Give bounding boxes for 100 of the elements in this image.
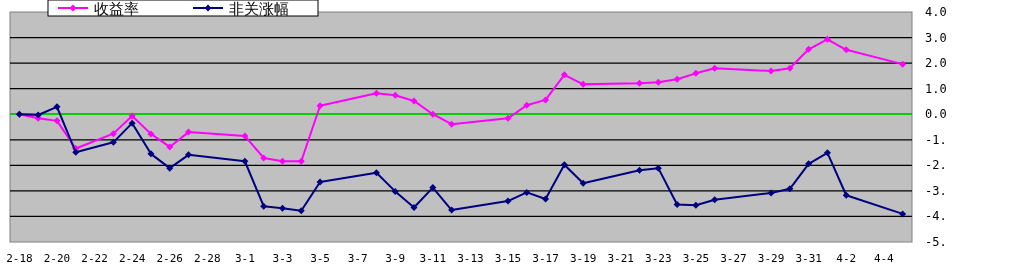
point	[692, 69, 700, 77]
point	[72, 148, 80, 156]
x-tick-label: 3-21	[607, 252, 634, 265]
x-tick-label: 3-19	[569, 252, 597, 265]
point	[711, 64, 719, 72]
point	[823, 35, 831, 43]
y-tick-label: 0.0	[925, 107, 947, 122]
point	[260, 154, 268, 162]
point	[260, 202, 268, 210]
x-tick-label: 2-28	[194, 252, 221, 265]
point	[372, 169, 380, 177]
y-tick-label: 3.0	[925, 30, 947, 45]
x-tick-label: 3-25	[682, 252, 710, 265]
point	[767, 189, 775, 197]
point	[128, 119, 136, 127]
x-tick-label: 3-27	[720, 252, 747, 265]
x-tick-label: 2-24	[118, 252, 146, 265]
point	[523, 188, 531, 196]
point	[542, 96, 550, 104]
point	[560, 71, 568, 79]
x-tick-label: 3-1	[234, 252, 255, 265]
point	[899, 60, 907, 68]
x-tick-label: 3-11	[419, 252, 447, 265]
x-tick-label: 3-23	[645, 252, 672, 265]
point	[241, 157, 249, 165]
point	[523, 101, 531, 109]
point	[805, 160, 813, 168]
point	[185, 128, 193, 136]
point	[316, 102, 324, 110]
point	[166, 164, 174, 172]
x-tick-label: 4-4	[873, 252, 895, 265]
x-tick-label: 3-3	[272, 252, 293, 265]
point	[372, 89, 380, 97]
x-tick-label: 3-9	[385, 252, 406, 265]
point	[579, 80, 587, 88]
point	[542, 195, 550, 203]
point	[560, 161, 568, 169]
x-tick-label: 2-26	[156, 252, 183, 265]
x-tick-label: 3-13	[457, 252, 484, 265]
point	[166, 143, 174, 151]
point	[391, 91, 399, 99]
point	[241, 132, 249, 140]
point	[185, 151, 193, 159]
x-tick-label: 3-17	[532, 252, 559, 265]
point	[448, 120, 456, 128]
point	[147, 150, 155, 158]
x-tick-label: 3-5	[310, 252, 330, 265]
point	[504, 114, 512, 122]
point	[429, 184, 437, 192]
y-tick-label: -3.	[925, 183, 947, 198]
point	[429, 110, 437, 118]
legend-label: 非关涨幅	[229, 0, 289, 18]
point	[899, 210, 907, 218]
x-tick-label: 3-15	[494, 252, 522, 265]
y-tick-label: -5.	[925, 235, 947, 249]
x-tick-label: 2-22	[81, 252, 108, 265]
point	[297, 157, 305, 165]
point	[673, 200, 681, 208]
point	[654, 164, 662, 172]
legend-label: 收益率	[94, 0, 139, 18]
point	[805, 45, 813, 53]
y-tick-label: 1.0	[925, 81, 947, 96]
y-tick-label: -4.	[925, 209, 947, 224]
point	[278, 157, 286, 165]
x-tick-label: 2-20	[43, 252, 71, 265]
point	[109, 130, 117, 138]
x-tick-label: 3-29	[757, 252, 785, 265]
point	[53, 103, 61, 111]
point	[316, 178, 324, 186]
y-tick-label: -1.	[925, 132, 947, 147]
point	[842, 46, 850, 54]
x-tick-label: 3-31	[795, 252, 822, 265]
x-tick-label: 4-2	[836, 252, 857, 265]
point	[53, 117, 61, 125]
point	[636, 166, 644, 174]
point	[109, 138, 117, 146]
point	[147, 130, 155, 138]
y-tick-label: 2.0	[925, 56, 947, 71]
point	[842, 191, 850, 199]
point	[128, 112, 136, 120]
point	[410, 97, 418, 105]
point	[278, 204, 286, 212]
y-tick-label: 4.0	[925, 5, 947, 19]
point	[767, 67, 775, 75]
x-tick-label: 2-18	[6, 252, 33, 265]
point	[579, 179, 587, 187]
point	[786, 64, 794, 72]
point	[711, 196, 719, 204]
point	[410, 204, 418, 211]
point	[786, 185, 794, 193]
point	[673, 75, 681, 83]
x-tick-label: 3-7	[347, 252, 368, 265]
point	[823, 149, 831, 157]
point	[504, 197, 512, 205]
point	[692, 201, 700, 209]
point	[448, 206, 456, 214]
point	[391, 187, 399, 195]
y-tick-label: -2.	[925, 158, 947, 173]
point	[297, 207, 305, 215]
point	[654, 78, 662, 86]
